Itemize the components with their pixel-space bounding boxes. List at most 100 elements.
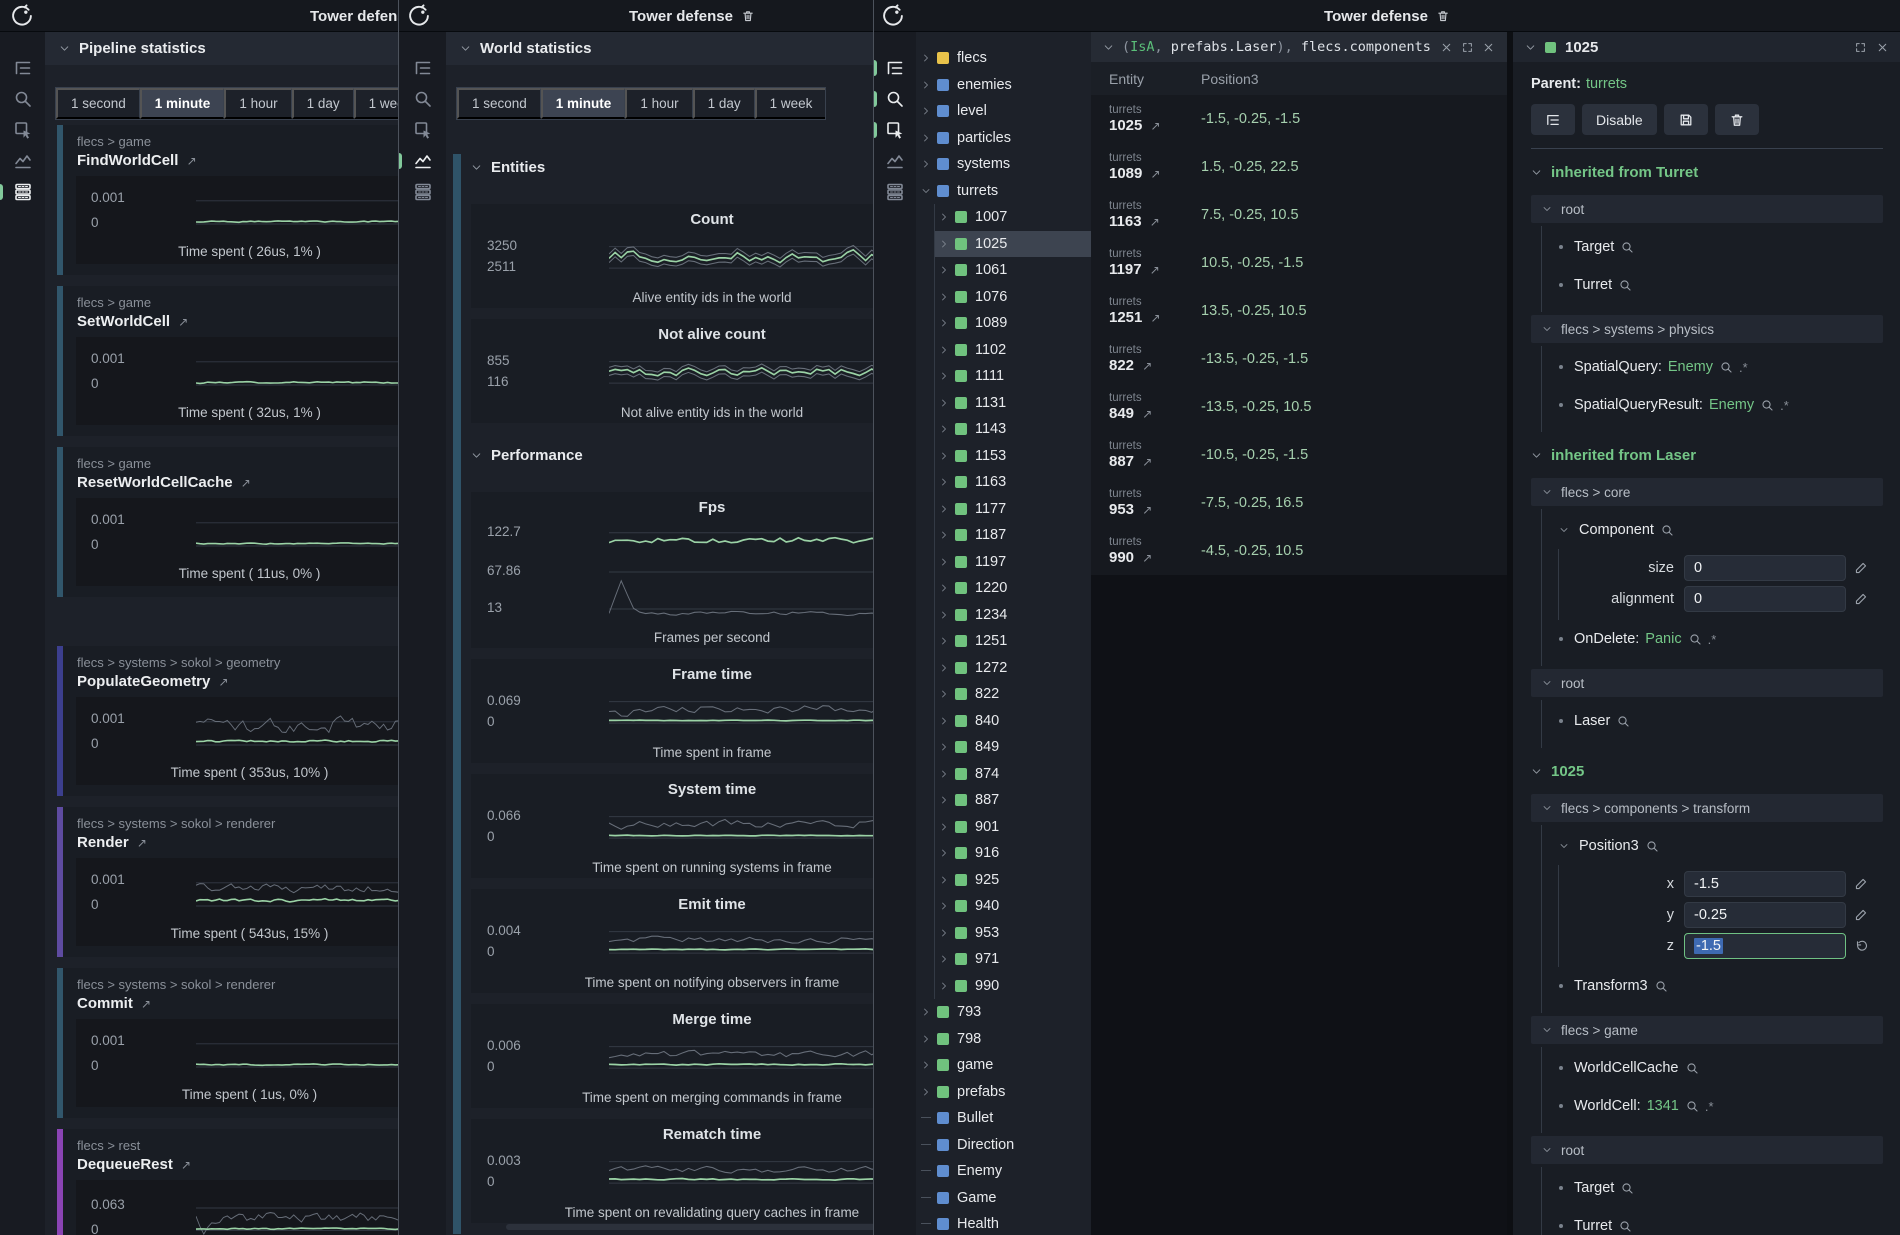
pencil-icon[interactable] — [1846, 592, 1876, 606]
search-icon[interactable] — [1686, 1062, 1699, 1075]
tree-item-1251[interactable]: 1251 — [935, 628, 1091, 655]
component-item-Target[interactable]: Target — [1542, 1169, 1883, 1207]
time-range-button[interactable]: 1 minute — [541, 88, 626, 119]
chevron-down-icon[interactable] — [1103, 42, 1114, 53]
section-bar[interactable]: flecs > systems > physics — [1531, 315, 1883, 343]
section-bar[interactable]: root — [1531, 195, 1883, 223]
pencil-icon[interactable] — [1846, 908, 1876, 922]
expand-arrow-icon[interactable] — [939, 716, 955, 726]
expand-arrow-icon[interactable] — [939, 371, 955, 381]
expand-arrow-icon[interactable] — [921, 159, 937, 169]
expand-arrow-icon[interactable] — [921, 1087, 937, 1097]
search-icon[interactable] — [1761, 399, 1774, 412]
chevron-down-icon[interactable] — [1525, 42, 1536, 53]
tree-item-1025[interactable]: 1025 — [935, 231, 1091, 258]
component-item-SpatialQuery[interactable]: SpatialQuery:Enemy.* — [1542, 348, 1883, 386]
expand-arrow-icon[interactable] — [939, 557, 955, 567]
field-input-alignment[interactable]: 0 — [1684, 586, 1846, 612]
tree-item-990[interactable]: 990 — [935, 973, 1091, 1000]
time-range-button[interactable]: 1 second — [56, 88, 140, 119]
expand-arrow-icon[interactable] — [939, 875, 955, 885]
stats-icon[interactable] — [885, 182, 905, 202]
expand-arrow-icon[interactable] — [939, 504, 955, 514]
row-entity-link[interactable]: 822 ↗ — [1109, 357, 1201, 375]
expand-icon[interactable] — [1461, 41, 1474, 54]
section-bar[interactable]: root — [1531, 669, 1883, 697]
expand-arrow-icon[interactable] — [921, 53, 937, 63]
tree-item-1143[interactable]: 1143 — [935, 416, 1091, 443]
tree-item-particles[interactable]: particles — [916, 125, 1091, 152]
row-entity-link[interactable]: 1163 ↗ — [1109, 213, 1201, 231]
search-icon[interactable] — [1617, 715, 1630, 728]
expand-arrow-icon[interactable] — [939, 345, 955, 355]
tree-icon[interactable] — [13, 58, 33, 78]
field-input-size[interactable]: 0 — [1684, 555, 1846, 581]
tree-item-1131[interactable]: 1131 — [935, 390, 1091, 417]
save-button[interactable] — [1664, 104, 1708, 135]
row-entity-link[interactable]: 953 ↗ — [1109, 501, 1201, 519]
search-icon[interactable] — [885, 89, 905, 109]
search-icon[interactable] — [413, 89, 433, 109]
tree-item-916[interactable]: 916 — [935, 840, 1091, 867]
tree-item-887[interactable]: 887 — [935, 787, 1091, 814]
expand-arrow-icon[interactable] — [939, 583, 955, 593]
tree-item-1177[interactable]: 1177 — [935, 496, 1091, 523]
performance-group-header[interactable]: Performance — [471, 442, 873, 468]
expand-arrow-icon[interactable] — [921, 1034, 937, 1044]
tree-item-940[interactable]: 940 — [935, 893, 1091, 920]
tree-item-game[interactable]: game — [916, 1052, 1091, 1079]
tree-item-953[interactable]: 953 — [935, 920, 1091, 947]
query-row[interactable]: turrets822 ↗-13.5, -0.25, -1.5 — [1091, 335, 1507, 383]
clear-query-icon[interactable] — [1440, 41, 1453, 54]
query-expression[interactable]: (IsA, prefabs.Laser), flecs.components — [1122, 39, 1432, 55]
expand-arrow-icon[interactable] — [939, 636, 955, 646]
time-range-button[interactable]: 1 hour — [224, 88, 291, 119]
time-range-button[interactable]: 1 minute — [140, 88, 225, 119]
pencil-icon[interactable] — [1846, 877, 1876, 891]
expand-arrow-icon[interactable] — [921, 1060, 937, 1070]
row-entity-link[interactable]: 1089 ↗ — [1109, 165, 1201, 183]
chart-icon[interactable] — [413, 151, 433, 171]
query-row[interactable]: turrets990 ↗-4.5, -0.25, 10.5 — [1091, 527, 1507, 575]
search-icon[interactable] — [1655, 980, 1668, 993]
expand-arrow-icon[interactable] — [921, 106, 937, 116]
tree-item-level[interactable]: level — [916, 98, 1091, 125]
search-icon[interactable] — [1720, 361, 1733, 374]
parent-link[interactable]: turrets — [1586, 76, 1627, 92]
expand-arrow-icon[interactable] — [921, 1007, 937, 1017]
expand-arrow-icon[interactable] — [939, 954, 955, 964]
tree-item-822[interactable]: 822 — [935, 681, 1091, 708]
search-icon[interactable] — [1619, 279, 1632, 292]
stats-icon[interactable] — [13, 182, 33, 202]
time-range-button[interactable]: 1 week — [755, 88, 826, 119]
expand-arrow-icon[interactable] — [939, 689, 955, 699]
tree-item-901[interactable]: 901 — [935, 814, 1091, 841]
field-input-y[interactable]: -0.25 — [1684, 902, 1846, 928]
system-name-link[interactable]: SetWorldCell ↗ — [63, 310, 398, 330]
component-value-link[interactable]: 1341 — [1647, 1098, 1679, 1114]
section-bar[interactable]: flecs > components > transform — [1531, 794, 1883, 822]
expand-arrow-icon[interactable] — [939, 610, 955, 620]
time-range-button[interactable]: 1 week — [354, 88, 398, 119]
trash-icon[interactable] — [741, 8, 755, 24]
horizontal-scrollbar[interactable] — [506, 1224, 873, 1230]
component-value-link[interactable]: Enemy — [1709, 397, 1754, 413]
pencil-icon[interactable] — [1846, 561, 1876, 575]
group-header[interactable]: 1025 — [1531, 758, 1883, 784]
time-range-button[interactable]: 1 second — [457, 88, 541, 119]
component-item-Target[interactable]: Target — [1542, 228, 1883, 266]
row-entity-link[interactable]: 990 ↗ — [1109, 549, 1201, 567]
component-item-OnDelete[interactable]: OnDelete:Panic.* — [1542, 620, 1883, 658]
tree-item-849[interactable]: 849 — [935, 734, 1091, 761]
component-item-Laser[interactable]: Laser — [1542, 702, 1883, 740]
search-icon[interactable] — [1686, 1100, 1699, 1113]
group-header[interactable]: inherited from Laser — [1531, 442, 1883, 468]
row-entity-link[interactable]: 849 ↗ — [1109, 405, 1201, 423]
query-row[interactable]: turrets1163 ↗7.5, -0.25, 10.5 — [1091, 191, 1507, 239]
tree-item-systems[interactable]: systems — [916, 151, 1091, 178]
tree-item-1234[interactable]: 1234 — [935, 602, 1091, 629]
tree-item-enemies[interactable]: enemies — [916, 72, 1091, 99]
column-header-Entity[interactable]: Entity — [1109, 71, 1201, 87]
tree-item-840[interactable]: 840 — [935, 708, 1091, 735]
row-entity-link[interactable]: 1197 ↗ — [1109, 261, 1201, 279]
